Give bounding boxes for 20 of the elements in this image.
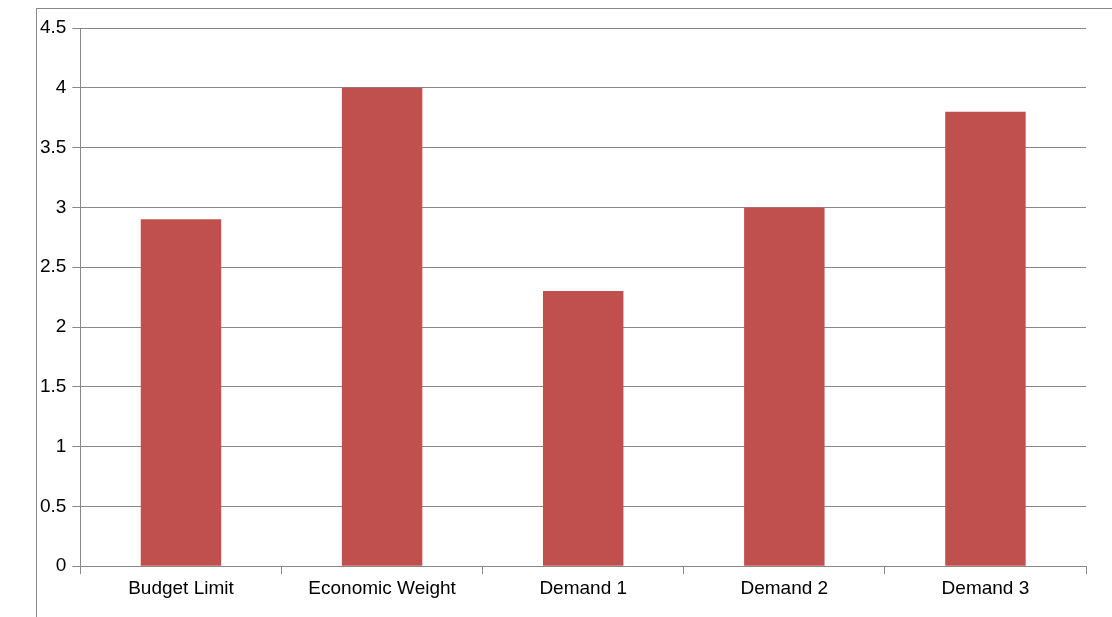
bar [945,111,1026,566]
y-tick-label: 1.5 [39,375,67,397]
y-tick-label: 1 [55,434,67,456]
x-tick-label: Demand 1 [539,576,628,598]
bar [140,219,222,566]
y-tick-label: 0.5 [39,494,67,516]
y-tick-label: 3.5 [39,135,67,157]
y-tick-label: 4.5 [39,16,67,38]
bar [744,207,825,566]
bar [341,87,423,566]
x-tick-label: Demand 3 [941,576,1030,598]
y-tick-label: 2 [55,315,67,337]
y-tick-label: 2.5 [39,255,67,277]
y-tick-label: 4 [55,76,67,98]
x-tick-label: Economic Weight [308,576,457,598]
x-tick-label: Demand 2 [740,576,829,598]
y-tick-label: 0 [55,554,67,576]
y-tick-label: 3 [55,195,67,217]
bar [542,291,624,566]
x-tick-label: Budget Limit [128,576,235,598]
